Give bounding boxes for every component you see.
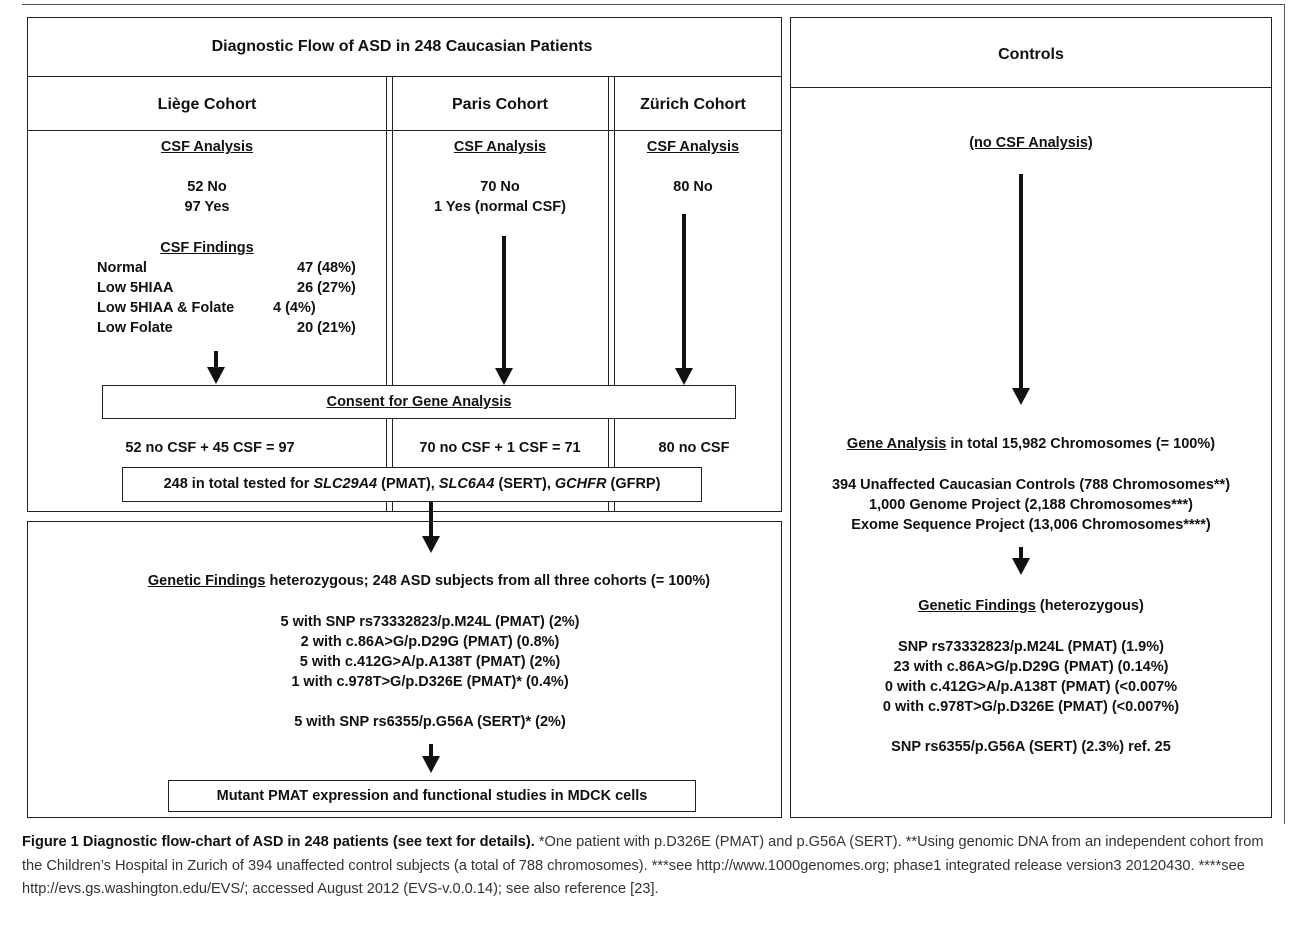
cohort-divider-1b: [392, 76, 393, 512]
zurich-csf-analysis-label: CSF Analysis: [646, 139, 740, 155]
csf-finding-value: 47 (48%): [297, 260, 356, 276]
controls-gene-analysis: Gene Analysis in total 15,982 Chromosome…: [847, 434, 1215, 454]
consent-rest: for Gene Analysis: [384, 394, 512, 410]
gene-slc6a4: SLC6A4: [438, 476, 495, 492]
no-csf-analysis-text: (no CSF Analysis): [969, 135, 1093, 151]
csf-finding-value: 20 (21%): [297, 320, 356, 336]
zurich-total: 80 no CSF: [658, 440, 730, 456]
consent-box: [102, 385, 736, 419]
zurich-csf-no: 80 No: [673, 179, 713, 195]
controls-panel-box: [790, 17, 1272, 818]
cohort-divider-1a: [386, 76, 387, 512]
genetic-findings-heading: Genetic Findings heterozygous; 248 ASD s…: [148, 571, 710, 591]
left-header-divider: [27, 130, 782, 131]
controls-gene-analysis-label: Gene Analysis: [846, 436, 947, 452]
left-title-divider: [27, 76, 782, 77]
csf-finding-label: Low 5HIAA & Folate: [97, 300, 235, 316]
paris-csf-yes: 1 Yes (normal CSF): [434, 199, 566, 215]
gene-slc29a4-protein: (PMAT),: [377, 476, 439, 492]
tested-label: 248 in total tested for SLC29A4 (PMAT), …: [164, 474, 661, 494]
mutant-studies-box: [168, 780, 696, 812]
controls-title: Controls: [998, 46, 1064, 63]
paris-csf-no: 70 No: [480, 179, 520, 195]
controls-source-item: Exome Sequence Project (13,006 Chromosom…: [851, 517, 1211, 533]
controls-sert-finding: SNP rs6355/p.G56A (SERT) (2.3%) ref. 25: [891, 739, 1171, 755]
csf-finding-row: Low Folate 20 (21%): [97, 318, 356, 338]
cohort-paris-title: Paris Cohort: [451, 96, 549, 113]
controls-gene-analysis-rest: in total 15,982 Chromosomes (= 100%): [946, 436, 1216, 452]
liege-csf-yes: 97 Yes: [184, 199, 230, 215]
genetic-finding-item: 2 with c.86A>G/p.D29G (PMAT) (0.8%): [300, 634, 560, 650]
controls-source-item: 394 Unaffected Caucasian Controls (788 C…: [831, 477, 1231, 493]
consent-label: Consent for Gene Analysis: [327, 392, 512, 412]
tested-box: [122, 467, 702, 502]
genetic-findings-rest: heterozygous; 248 ASD subjects from all …: [265, 573, 711, 589]
no-csf-analysis-label: (no CSF Analysis): [969, 133, 1093, 153]
controls-source-item: 1,000 Genome Project (2,188 Chromosomes*…: [869, 497, 1193, 513]
controls-finding-item: 23 with c.86A>G/p.D29G (PMAT) (0.14%): [893, 659, 1169, 675]
csf-finding-row: Low 5HIAA & Folate 4 (4%): [97, 298, 316, 318]
paris-csf-analysis-label: CSF Analysis: [453, 139, 547, 155]
csf-finding-value: 4 (4%): [273, 300, 316, 316]
gene-gchfr: GCHFR: [554, 476, 607, 492]
genetic-findings-box: [27, 521, 782, 818]
genetic-finding-item: 5 with SNP rs73332823/p.M24L (PMAT) (2%): [280, 614, 580, 630]
left-panel-title: Diagnostic Flow of ASD in 248 Caucasian …: [211, 38, 593, 55]
consent-prefix: Consent: [326, 394, 385, 410]
sert-finding: 5 with SNP rs6355/p.G56A (SERT)* (2%): [294, 714, 566, 730]
csf-finding-label: Low 5HIAA: [97, 280, 174, 296]
liege-csf-analysis-label: CSF Analysis: [160, 139, 254, 155]
tested-prefix: 248 in total tested for: [163, 476, 314, 492]
caption-text: *One patient with p.D326E (PMAT) and p.G…: [22, 834, 1264, 897]
liege-csf-no: 52 No: [187, 179, 227, 195]
controls-title-divider: [790, 87, 1272, 88]
cohort-divider-2b: [614, 76, 615, 512]
controls-finding-item: 0 with c.978T>G/p.D326E (PMAT) (<0.007%): [882, 699, 1180, 715]
csf-finding-row: Low 5HIAA 26 (27%): [97, 278, 356, 298]
caption-label: Figure 1 Diagnostic flow-chart of ASD in…: [22, 834, 535, 850]
gene-gchfr-protein: (GFRP): [606, 476, 661, 492]
csf-finding-row: Normal 47 (48%): [97, 258, 356, 278]
controls-genetic-findings-rest: (heterozygous): [1035, 598, 1144, 614]
csf-finding-label: Low Folate: [97, 320, 173, 336]
csf-finding-label: Normal: [97, 260, 147, 276]
genetic-findings-label: Genetic Findings: [147, 573, 266, 589]
controls-genetic-findings: Genetic Findings (heterozygous): [918, 596, 1144, 616]
figure-frame-top: [22, 4, 1284, 5]
left-panel-box: [27, 17, 782, 512]
figure-caption: Figure 1 Diagnostic flow-chart of ASD in…: [22, 831, 1272, 902]
paris-total: 70 no CSF + 1 CSF = 71: [419, 440, 581, 456]
genetic-finding-item: 5 with c.412G>A/p.A138T (PMAT) (2%): [299, 654, 561, 670]
liege-csf-findings-label: CSF Findings: [160, 240, 254, 256]
gene-slc29a4: SLC29A4: [313, 476, 378, 492]
csf-finding-value: 26 (27%): [297, 280, 356, 296]
cohort-zurich-title: Zürich Cohort: [640, 96, 746, 113]
cohort-divider-2a: [608, 76, 609, 512]
controls-finding-item: 0 with c.412G>A/p.A138T (PMAT) (<0.007%: [884, 679, 1178, 695]
controls-finding-item: SNP rs73332823/p.M24L (PMAT) (1.9%): [898, 639, 1164, 655]
mutant-studies-label: Mutant PMAT expression and functional st…: [216, 788, 648, 804]
genetic-finding-item: 1 with c.978T>G/p.D326E (PMAT)* (0.4%): [291, 674, 569, 690]
controls-genetic-findings-label: Genetic Findings: [918, 598, 1036, 614]
figure-frame-right: [1284, 4, 1285, 824]
gene-slc6a4-protein: (SERT),: [494, 476, 555, 492]
cohort-liege-title: Liège Cohort: [157, 96, 257, 113]
liege-total: 52 no CSF + 45 CSF = 97: [125, 440, 295, 456]
